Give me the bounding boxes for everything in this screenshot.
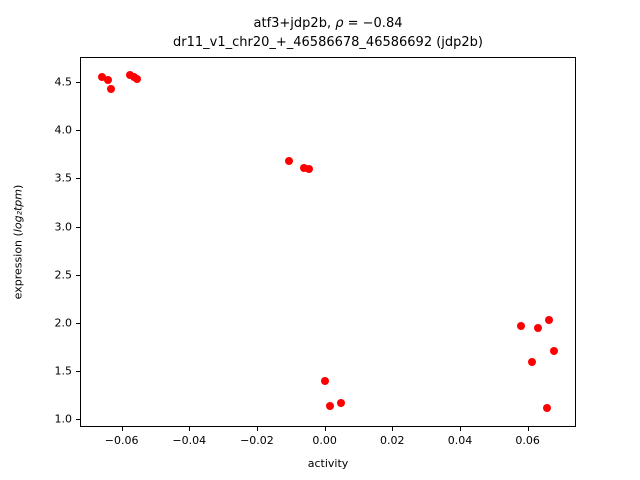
x-tick-mark <box>392 427 394 431</box>
scatter-point <box>97 73 106 82</box>
x-tick-label: 0.02 <box>380 434 405 447</box>
scatter-point <box>305 164 314 173</box>
y-tick-label: 4.5 <box>54 75 73 89</box>
scatter-point <box>103 76 112 85</box>
y-tick-label: 3.5 <box>54 171 73 185</box>
x-tick-mark <box>121 427 123 431</box>
x-tick-mark <box>459 427 461 431</box>
scatter-point <box>516 321 525 330</box>
x-tick-mark <box>189 427 191 431</box>
chart-title-value: = −0.84 <box>343 16 403 31</box>
x-tick-label: −0.04 <box>172 434 207 447</box>
y-tick-label: 2.0 <box>54 316 73 330</box>
scatter-point <box>544 316 553 325</box>
chart-title: atf3+jdp2b, ρ = −0.84 <box>80 14 576 33</box>
scatter-point <box>300 163 309 172</box>
scatter-point <box>285 157 294 166</box>
y-tick-mark <box>76 322 80 324</box>
y-tick-mark <box>76 226 80 228</box>
y-tick-label: 1.0 <box>54 412 73 426</box>
scatter-point <box>336 398 345 407</box>
x-tick-label: −0.06 <box>104 434 139 447</box>
x-tick-mark <box>527 427 529 431</box>
y-tick-mark <box>76 130 80 132</box>
scatter-point <box>549 346 558 355</box>
plot-area: −0.06 −0.04 −0.02 0.00 0.02 0.04 0.06 1.0 1.5 2.0… <box>55 57 576 447</box>
y-tick-mark <box>76 274 80 276</box>
x-axis-label: activity <box>307 457 349 470</box>
scatter-point <box>132 75 141 84</box>
y-tick-label: 1.5 <box>54 364 73 378</box>
y-tick-label: 4.0 <box>54 123 73 137</box>
x-tick-label: 0.04 <box>447 434 473 447</box>
x-tick-label: 0.06 <box>515 434 540 447</box>
y-tick-mark <box>76 419 80 421</box>
scatter-point <box>326 401 335 410</box>
scatter-point <box>533 323 542 332</box>
chart-title-text: atf3+jdp2b, <box>253 16 336 31</box>
y-tick-mark <box>76 178 80 180</box>
scatter-point <box>125 71 134 80</box>
scatter-point <box>542 403 551 412</box>
y-axis-label: expression (log₂tpm) <box>12 185 25 300</box>
scatter-point <box>320 376 329 385</box>
chart-title-block: atf3+jdp2b, ρ = −0.84 dr11_v1_chr20_+_46… <box>80 14 576 52</box>
y-tick-mark <box>76 82 80 84</box>
y-axis-label-prefix: expression ( <box>11 232 25 300</box>
y-axis-label-suffix: ) <box>11 184 25 189</box>
x-tick-label: −0.02 <box>240 434 274 447</box>
x-tick-mark <box>324 427 326 431</box>
x-tick-label: 0.00 <box>312 434 337 447</box>
chart-subtitle: dr11_v1_chr20_+_46586678_46586692 (jdp2b… <box>172 35 484 50</box>
y-tick-label: 2.5 <box>54 268 73 282</box>
y-tick-label: 3.0 <box>54 220 73 234</box>
y-axis-label-math: log₂tpm <box>11 188 25 233</box>
chart-title-rho: ρ <box>335 16 344 31</box>
scatter-point <box>106 84 115 93</box>
y-tick-mark <box>76 371 80 373</box>
x-tick-mark <box>256 427 258 431</box>
scatter-point <box>528 358 537 367</box>
